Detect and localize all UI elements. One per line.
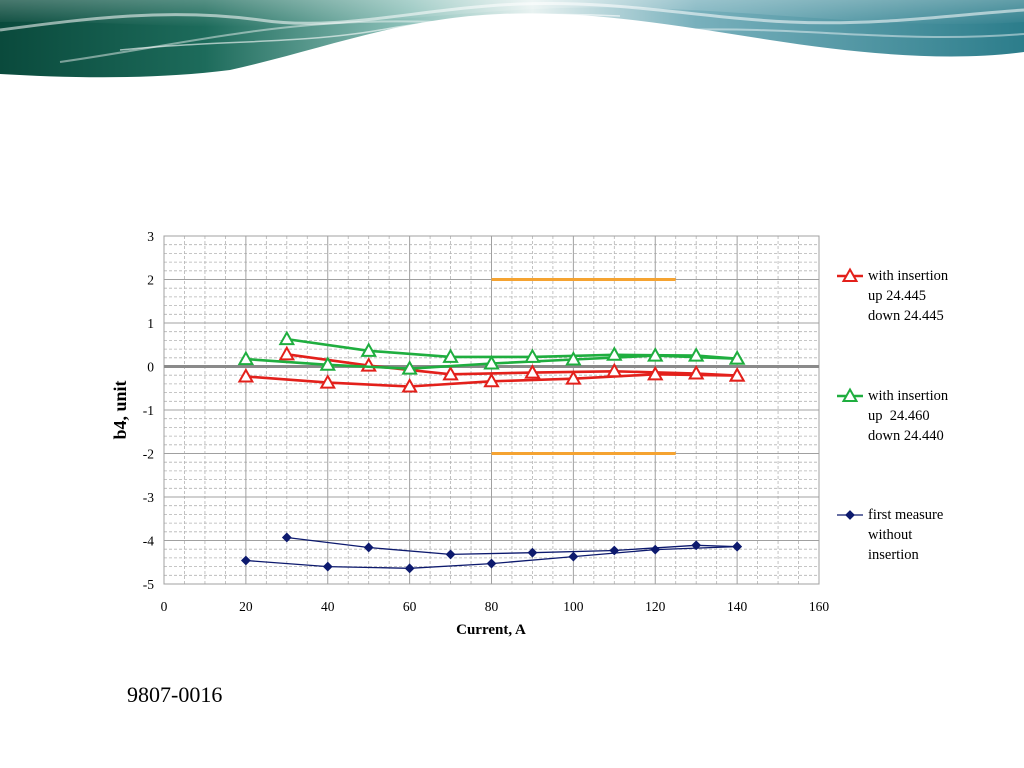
data-point-triangle	[319, 356, 336, 371]
y-axis-title: b4, unit	[110, 380, 130, 439]
legend-label: with insertion up 24.460 down 24.440	[868, 386, 948, 446]
legend-label-line: with insertion	[868, 268, 949, 284]
x-tick-label: 120	[645, 599, 666, 614]
data-point-triangle	[687, 347, 705, 362]
x-tick-label: 80	[485, 599, 499, 614]
data-point-triangle	[647, 347, 664, 362]
legend-entry: with insertion up 24.445 down 24.445	[835, 266, 995, 336]
series-3	[240, 532, 743, 574]
legend-label-line: without	[868, 527, 913, 543]
data-point-triangle	[647, 365, 664, 381]
series-2	[237, 330, 746, 375]
data-point-diamond	[527, 547, 538, 558]
chart-legend: with insertion up 24.445 down 24.445 wit…	[835, 266, 995, 586]
legend-label-line: up 24.460	[868, 408, 930, 424]
y-tick-label: 0	[147, 360, 154, 375]
data-point-triangle	[606, 346, 623, 361]
x-tick-label: 100	[563, 599, 584, 614]
data-point-triangle	[565, 370, 582, 385]
banner-wave	[119, 13, 621, 51]
data-point-triangle	[319, 374, 336, 389]
y-tick-label: -5	[143, 577, 154, 592]
legend-label-line: down 24.440	[868, 428, 944, 444]
header-banner	[0, 0, 1024, 78]
data-point-diamond	[609, 545, 620, 556]
y-tick-label: 2	[147, 273, 154, 288]
series-1	[237, 345, 746, 393]
x-tick-label: 20	[239, 599, 253, 614]
legend-label: first measure without insertion	[868, 505, 943, 565]
legend-marker-symbol	[841, 267, 859, 282]
data-point-triangle	[524, 348, 541, 363]
data-point-triangle	[687, 364, 705, 380]
gridlines	[163, 235, 820, 585]
slide-id-label: 9807-0016	[127, 682, 223, 707]
data-point-triangle	[237, 350, 255, 366]
y-tick-label: -2	[143, 447, 154, 462]
legend-label-line: insertion	[868, 547, 919, 563]
legend-label: with insertion up 24.445 down 24.445	[868, 266, 948, 326]
legend-label-line: down 24.445	[868, 308, 944, 324]
data-point-triangle	[401, 377, 418, 393]
legend-entry: with insertion up 24.460 down 24.440	[835, 386, 995, 456]
data-point-diamond	[486, 558, 497, 569]
legend-marker-symbol	[841, 387, 859, 402]
data-point-diamond	[404, 563, 415, 574]
data-point-diamond	[240, 555, 251, 566]
legend-label-line: up 24.445	[868, 288, 926, 304]
x-tick-label: 140	[727, 599, 748, 614]
data-point-diamond	[322, 561, 333, 572]
data-point-triangle	[606, 362, 623, 378]
data-point-diamond	[445, 549, 456, 560]
data-point-triangle	[483, 372, 500, 388]
chart: b4, unit Current, A 0 20 40 60 80 100 120 140 16…	[110, 229, 830, 638]
data-point-diamond	[568, 551, 579, 562]
x-tick-label: 60	[403, 599, 417, 614]
data-point-triangle	[565, 351, 582, 366]
data-point-triangle	[728, 350, 746, 365]
data-point-diamond	[650, 544, 661, 555]
legend-marker-3	[837, 510, 863, 520]
y-tick-label: -3	[143, 490, 154, 505]
data-point-diamond	[363, 542, 374, 553]
x-axis-title: Current, A	[456, 622, 526, 638]
data-point-triangle	[278, 345, 296, 361]
legend-marker-symbol	[845, 510, 855, 520]
data-point-diamond	[281, 532, 292, 543]
y-tick-label: 3	[147, 229, 154, 244]
banner-wave	[59, 20, 1024, 63]
x-tick-label: 0	[161, 599, 168, 614]
legend-label-line: with insertion	[868, 388, 949, 404]
banner-wave	[0, 1, 1024, 32]
data-point-triangle	[401, 360, 418, 375]
data-point-triangle	[728, 367, 746, 382]
data-point-diamond	[691, 540, 702, 551]
y-tick-label: -1	[143, 403, 154, 418]
legend-marker-2	[837, 387, 863, 402]
data-point-triangle	[483, 354, 500, 370]
data-point-triangle	[524, 364, 541, 379]
data-point-triangle	[442, 348, 459, 363]
data-point-triangle	[237, 367, 255, 383]
x-tick-label: 40	[321, 599, 335, 614]
data-point-triangle	[442, 365, 459, 381]
data-point-triangle	[278, 330, 296, 346]
x-tick-label: 160	[809, 599, 830, 614]
data-point-triangle	[360, 342, 377, 357]
legend-entry: first measure without insertion	[835, 505, 995, 575]
legend-label-line: first measure	[868, 507, 944, 523]
y-tick-label: 1	[147, 316, 154, 331]
y-tick-label: -4	[143, 534, 154, 549]
data-point-diamond	[732, 541, 743, 552]
legend-marker-1	[837, 267, 863, 282]
